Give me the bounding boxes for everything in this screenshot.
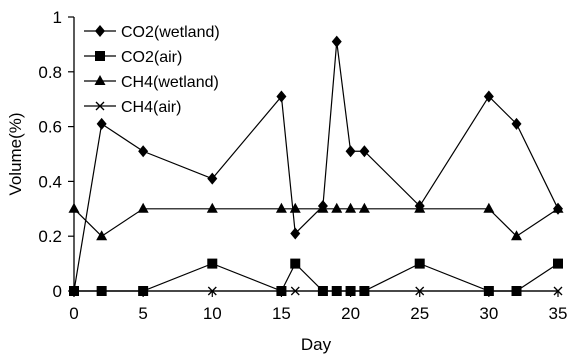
legend-item-3: CH4(air) (84, 99, 181, 116)
legend-item-2: CH4(wetland) (84, 74, 219, 91)
series-2-point-11 (483, 202, 495, 213)
x-tick-label-5: 25 (410, 304, 429, 323)
series-2-point-12 (511, 230, 523, 241)
series-2-point-9 (358, 202, 370, 213)
series-2-point-1 (96, 230, 108, 241)
series-1-point-12 (511, 286, 522, 296)
series-0-point-11 (483, 90, 494, 103)
series-0-point-4 (276, 90, 287, 103)
x-tick-label-7: 35 (549, 304, 568, 323)
y-tick-label-1: 0.2 (38, 227, 62, 246)
series-2-point-2 (137, 202, 149, 213)
legend-item-1: CO2(air) (84, 49, 182, 66)
series-0-point-9 (359, 145, 370, 158)
x-tick-label-3: 15 (272, 304, 291, 323)
series-1 (69, 258, 563, 296)
series-2-point-3 (206, 202, 218, 213)
series-1-point-1 (96, 286, 107, 296)
y-tick-label-0: 0 (53, 282, 62, 301)
series-2-point-8 (345, 202, 357, 213)
series-0-point-0 (69, 285, 79, 297)
series-0-point-7 (331, 35, 342, 48)
y-tick-label-4: 0.8 (38, 63, 62, 82)
series-0-line (73, 41, 559, 292)
legend-marker-3 (95, 101, 105, 111)
legend-item-0: CO2(wetland) (84, 24, 220, 41)
series-1-point-3 (207, 258, 218, 269)
legend-marker-0 (95, 25, 105, 37)
series-1-point-10 (414, 258, 425, 269)
series-layer (68, 35, 564, 297)
series-1-point-13 (553, 258, 563, 269)
series-2-point-7 (331, 202, 343, 213)
x-tick-label-4: 20 (341, 304, 360, 323)
series-0 (69, 35, 563, 297)
y-tick-label-5: 1 (53, 8, 62, 27)
y-ticks: 0 0.2 0.4 0.6 0.8 1 (38, 8, 74, 301)
series-1-point-8 (345, 286, 356, 296)
x-ticks: 0 5 10 15 20 25 30 35 (69, 291, 567, 323)
series-2-point-4 (275, 202, 287, 213)
legend-label-1: CO2(air) (121, 49, 182, 66)
legend-label-0: CO2(wetland) (121, 24, 220, 41)
series-1-point-9 (359, 286, 370, 296)
series-2 (68, 202, 564, 241)
series-0-point-5 (290, 227, 301, 240)
series-2-line (73, 208, 559, 237)
series-0-point-2 (138, 145, 149, 158)
y-axis-title: Volume(%) (6, 112, 25, 195)
series-0-point-10 (414, 200, 425, 213)
legend-marker-2 (94, 75, 106, 85)
series-0-point-8 (345, 145, 356, 158)
x-tick-label-2: 10 (203, 304, 222, 323)
series-3-point-10 (415, 286, 425, 296)
x-axis-title: Day (301, 335, 332, 354)
x-tick-label-1: 5 (138, 304, 147, 323)
series-1-point-6 (317, 286, 328, 296)
y-tick-label-2: 0.4 (38, 172, 62, 191)
x-tick-label-0: 0 (69, 304, 78, 323)
series-1-point-7 (331, 286, 342, 296)
series-0-point-3 (207, 172, 218, 185)
series-1-point-2 (138, 286, 149, 296)
y-tick-label-3: 0.6 (38, 118, 62, 137)
series-2-point-0 (68, 202, 80, 213)
series-3-point-13 (553, 286, 563, 296)
series-0-point-1 (96, 117, 107, 130)
series-2-point-5 (289, 202, 301, 213)
series-0-point-6 (317, 200, 328, 213)
series-1-point-5 (290, 258, 301, 269)
series-1-point-4 (276, 286, 287, 296)
series-3-point-3 (207, 286, 217, 296)
series-3-point-5 (290, 286, 300, 296)
legend-label-3: CH4(air) (121, 99, 181, 116)
x-tick-label-6: 30 (479, 304, 498, 323)
series-0-point-12 (511, 117, 522, 130)
series-1-line (74, 262, 559, 292)
series-1-point-11 (483, 286, 494, 296)
legend-label-2: CH4(wetland) (121, 74, 219, 91)
series-0-point-13 (553, 202, 563, 215)
legend: CO2(wetland) CO2(air) CH4(wetland) CH4(air) (84, 24, 220, 116)
legend-marker-1 (95, 51, 105, 61)
